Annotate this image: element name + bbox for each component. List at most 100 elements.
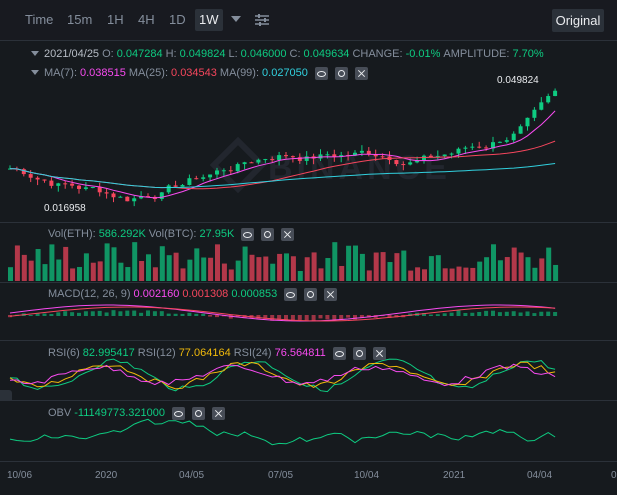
macd-bar [346, 315, 351, 318]
close-icon[interactable] [372, 346, 386, 360]
candle [408, 162, 413, 165]
volume-bar [173, 252, 179, 281]
macd-bar [63, 311, 68, 316]
candle [442, 154, 447, 157]
macd-bar [353, 315, 357, 320]
collapse-arrow-icon[interactable] [30, 68, 40, 78]
ohlc-close: 0.049634 [303, 48, 350, 60]
gear-icon[interactable] [334, 66, 348, 80]
high-price-label: 0.049824 [497, 75, 539, 86]
obv-legend: OBV -11149773.321000 [48, 405, 228, 421]
macd-bar [532, 313, 537, 316]
volume-bar [304, 257, 310, 281]
macd-legend: MACD(12, 26, 9) 0.002160 0.001308 0.0008… [48, 286, 340, 302]
candle [511, 133, 516, 141]
macd-bar [35, 313, 40, 316]
volume-bar [146, 254, 151, 281]
candle [201, 177, 206, 179]
candle [187, 178, 192, 185]
volume-bar [63, 246, 69, 281]
candle [532, 109, 537, 118]
macd-panel: MACD(12, 26, 9) 0.002160 0.001308 0.0008… [0, 282, 617, 340]
obv-panel: OBV -11149773.321000 [0, 400, 617, 461]
close-icon[interactable] [324, 287, 338, 301]
close-icon[interactable] [211, 406, 225, 420]
volume-bar [318, 268, 324, 281]
volume-bar [221, 263, 227, 281]
macd-bar [332, 315, 337, 321]
volume-bar [380, 252, 386, 281]
macd-bar [104, 312, 109, 316]
timeframe-1h[interactable]: 1H [107, 12, 124, 27]
collapse-arrow-icon[interactable] [30, 49, 40, 59]
volume-bar [311, 252, 317, 281]
volume-bar [104, 243, 110, 281]
macd-bar [187, 312, 192, 316]
macd-bar [311, 315, 316, 322]
volume-bar [353, 245, 358, 281]
candle [49, 180, 54, 186]
gear-icon[interactable] [352, 346, 366, 360]
timeframe-time[interactable]: Time [25, 12, 54, 27]
timeframe-1w[interactable]: 1W [195, 9, 223, 31]
close-icon[interactable] [281, 227, 295, 241]
rsi-chart [9, 358, 556, 393]
volume-bar [373, 252, 379, 281]
macd-bar [270, 315, 275, 321]
gear-icon[interactable] [261, 227, 275, 241]
eye-icon[interactable] [332, 346, 346, 360]
volume-bar [77, 266, 82, 281]
settings-sliders-icon[interactable] [254, 12, 270, 28]
candle [339, 155, 344, 157]
candle [553, 90, 558, 97]
candle [249, 162, 254, 164]
macd-bar [435, 314, 440, 316]
original-view-button[interactable]: Original [552, 9, 604, 32]
macd-chart [8, 304, 558, 322]
candle [422, 155, 426, 161]
timeframe-1d[interactable]: 1D [169, 12, 186, 27]
ohlc-high: 0.049824 [179, 48, 226, 60]
obv-chart [9, 418, 556, 446]
price-panel: BINANCE 2021/04/25 O: 0.047284 H: 0.049824… [0, 40, 617, 222]
macd-bar [42, 313, 47, 316]
rsi-legend: RSI(6) 82.995417 RSI(12) 77.064164 RSI(24)… [48, 345, 389, 361]
gear-icon[interactable] [304, 287, 318, 301]
vol-eth-value: 586.292K [98, 228, 146, 240]
volume-bar [263, 256, 269, 281]
macd-bar [539, 311, 544, 316]
macd-bar [49, 314, 54, 316]
ohlc-amplitude: 7.70% [512, 48, 544, 60]
volume-bar [511, 247, 517, 281]
eye-icon[interactable] [241, 227, 255, 241]
eye-icon[interactable] [314, 66, 328, 80]
macd-bar [456, 310, 461, 316]
candle [304, 156, 309, 161]
close-icon[interactable] [354, 66, 368, 80]
macd-bar [56, 312, 61, 316]
macd-bar [470, 312, 475, 316]
ma25-value: 0.034543 [171, 67, 217, 79]
eye-icon[interactable] [284, 287, 298, 301]
candle [83, 187, 88, 189]
volume-bar [470, 267, 476, 281]
candle [242, 162, 247, 165]
eye-icon[interactable] [171, 406, 185, 420]
macd-bar [118, 311, 123, 316]
volume-bar [504, 257, 510, 281]
ma99-value: 0.027050 [262, 67, 308, 79]
chevron-down-icon[interactable] [231, 16, 241, 22]
timeframe-4h[interactable]: 4H [138, 12, 155, 27]
low-price-label: 0.016958 [44, 203, 86, 214]
macd-bar [504, 311, 509, 316]
volume-bar [428, 256, 434, 281]
macd-bar [152, 311, 157, 316]
candle [21, 169, 26, 175]
x-tick: 10/04 [354, 470, 380, 481]
volume-bar [553, 264, 559, 281]
timeframe-15m[interactable]: 15m [67, 12, 93, 27]
volume-bar [284, 253, 289, 281]
volume-bar [118, 262, 124, 281]
gear-icon[interactable] [191, 406, 205, 420]
candle [380, 156, 385, 158]
